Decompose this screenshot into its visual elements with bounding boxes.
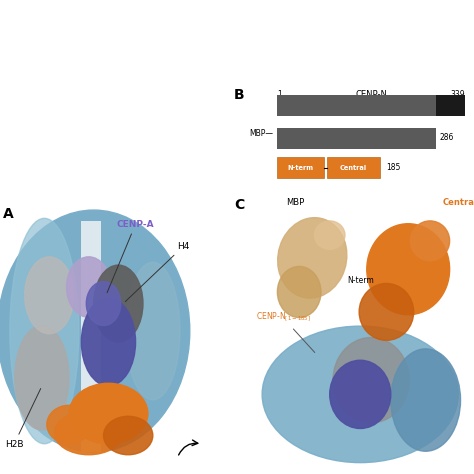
Ellipse shape bbox=[69, 383, 148, 444]
Ellipse shape bbox=[314, 221, 345, 249]
Ellipse shape bbox=[10, 219, 79, 444]
Ellipse shape bbox=[94, 265, 143, 342]
Bar bbox=[436, 95, 465, 116]
Bar bbox=[277, 95, 436, 116]
Ellipse shape bbox=[367, 224, 450, 315]
Ellipse shape bbox=[103, 416, 153, 455]
Ellipse shape bbox=[262, 326, 458, 463]
Ellipse shape bbox=[82, 298, 136, 386]
Ellipse shape bbox=[54, 411, 123, 455]
Ellipse shape bbox=[126, 262, 180, 400]
Ellipse shape bbox=[359, 283, 414, 340]
Text: B: B bbox=[234, 88, 245, 102]
Ellipse shape bbox=[277, 266, 321, 318]
Ellipse shape bbox=[86, 282, 121, 326]
Ellipse shape bbox=[0, 210, 190, 452]
Text: MBP: MBP bbox=[286, 198, 304, 207]
Bar bbox=[327, 157, 380, 178]
Text: CENP-A: CENP-A bbox=[107, 219, 155, 293]
Text: 1: 1 bbox=[277, 90, 282, 99]
Ellipse shape bbox=[15, 326, 69, 430]
Text: H2B: H2B bbox=[5, 389, 41, 448]
Text: 339: 339 bbox=[450, 90, 465, 99]
Text: A: A bbox=[2, 207, 13, 221]
Text: N-term: N-term bbox=[288, 165, 314, 171]
Ellipse shape bbox=[25, 257, 74, 334]
Text: Central: Central bbox=[339, 165, 367, 171]
Text: 286: 286 bbox=[440, 133, 454, 142]
Ellipse shape bbox=[410, 221, 450, 261]
Text: Central: Central bbox=[443, 198, 474, 207]
Text: H4: H4 bbox=[125, 242, 190, 301]
Ellipse shape bbox=[66, 257, 111, 317]
Ellipse shape bbox=[391, 349, 461, 451]
Text: MBP—: MBP— bbox=[249, 129, 273, 138]
Text: N-term: N-term bbox=[347, 276, 374, 285]
FancyBboxPatch shape bbox=[82, 221, 101, 452]
Text: CENP-N$_{[1-185]}$: CENP-N$_{[1-185]}$ bbox=[255, 311, 315, 353]
Text: CENP-N: CENP-N bbox=[355, 90, 387, 99]
Bar bbox=[277, 157, 324, 178]
Ellipse shape bbox=[333, 337, 409, 423]
Ellipse shape bbox=[278, 218, 347, 298]
Bar bbox=[277, 128, 436, 149]
Ellipse shape bbox=[330, 360, 391, 428]
Text: C: C bbox=[234, 198, 244, 212]
Ellipse shape bbox=[47, 405, 91, 444]
Text: 185: 185 bbox=[386, 164, 401, 172]
